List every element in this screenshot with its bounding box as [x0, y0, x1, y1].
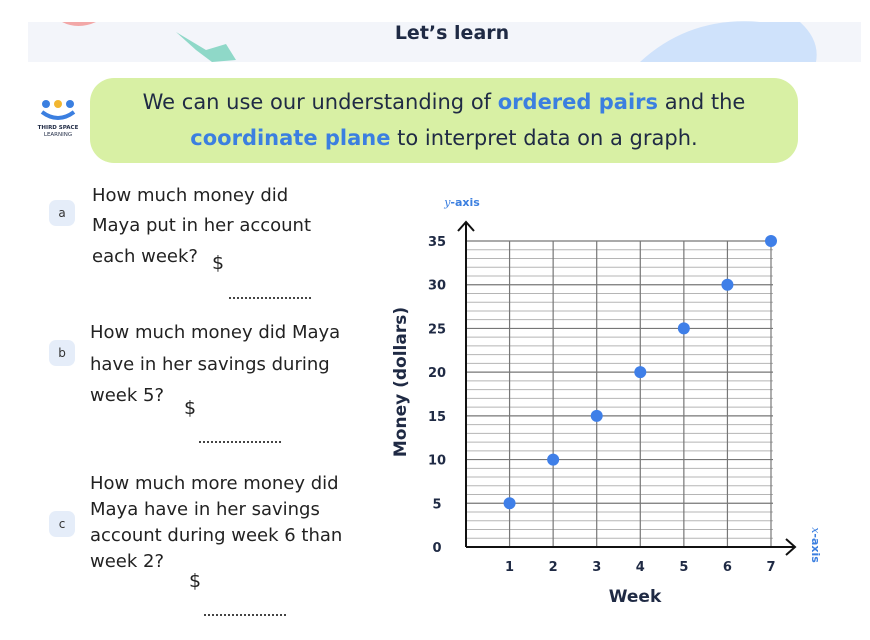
point [765, 235, 777, 247]
currency: $ [184, 397, 197, 419]
shape [640, 21, 817, 62]
question-badge: c [49, 511, 75, 537]
question-text: How much more money did [90, 473, 339, 494]
y-axis-caption: y-axis [443, 196, 480, 209]
y-tick-label: 20 [428, 366, 446, 381]
y-axis-label: Money (dollars) [391, 307, 411, 457]
intro-highlight: ordered pairs [497, 90, 659, 114]
y-tick-label: 35 [428, 235, 446, 250]
currency: $ [189, 570, 202, 592]
x-tick-label: 2 [549, 560, 558, 575]
point [503, 497, 516, 510]
x-tick-label: 1 [505, 560, 514, 575]
axis-caption: -axis [809, 533, 822, 563]
question-text: How much money did Maya [90, 322, 341, 343]
question-badge: a [49, 200, 75, 226]
question-text: How much money did [92, 185, 289, 206]
logo-text: LEARNING [43, 132, 73, 138]
x-tick-label: 3 [592, 560, 601, 575]
intro-highlight: coordinate plane [190, 126, 391, 150]
y-tick-label: 10 [428, 454, 446, 469]
question-text: Maya have in her savings [90, 499, 320, 520]
y-tick-label: 15 [428, 410, 446, 425]
logo-text: THIRD SPACE [37, 125, 79, 131]
answer-blank [229, 297, 311, 299]
intro-text: We can use our understanding of [142, 90, 492, 114]
shape [176, 32, 236, 62]
logo-arc [40, 110, 76, 120]
y-tick-label: 30 [428, 279, 446, 294]
y-tick-label: 25 [428, 322, 446, 337]
point [634, 366, 647, 379]
axis-var: y [443, 196, 451, 209]
question-text: Maya put in her account [92, 215, 312, 236]
intro-text: and the [664, 90, 746, 114]
logo-dot [66, 100, 74, 108]
point [547, 453, 560, 466]
x-axis-arrow [785, 538, 797, 556]
logo-dot [54, 100, 62, 108]
x-tick-label: 6 [723, 560, 732, 575]
point [721, 278, 734, 291]
question-text: week 2? [90, 551, 165, 572]
question-text: have in her savings during [90, 354, 330, 375]
question-text: account during week 6 than [90, 525, 343, 546]
axis-var: x [809, 527, 822, 534]
header-title: Let’s learn [394, 22, 510, 44]
axis-caption: -axis [450, 196, 480, 209]
point [677, 322, 690, 335]
question-text: each week? [92, 246, 198, 267]
y-tick-label: 0 [432, 541, 441, 556]
x-tick-label: 5 [679, 560, 688, 575]
currency: $ [212, 252, 225, 274]
question-badge: b [49, 340, 75, 366]
shape [62, 22, 96, 26]
intro-box: We can use our understanding of ordered … [90, 78, 798, 163]
y-axis-arrow [457, 220, 475, 232]
question-text: week 5? [90, 385, 165, 406]
answer-blank [204, 614, 286, 616]
y-tick-label: 5 [432, 497, 441, 512]
logo-dot [42, 100, 50, 108]
x-axis-caption: x-axis [809, 527, 822, 563]
point [590, 409, 603, 422]
answer-blank [199, 441, 281, 443]
x-axis-label: Week [609, 587, 662, 607]
x-tick-label: 7 [766, 560, 775, 575]
x-tick-label: 4 [636, 560, 645, 575]
intro-text: to interpret data on a graph. [397, 126, 698, 150]
